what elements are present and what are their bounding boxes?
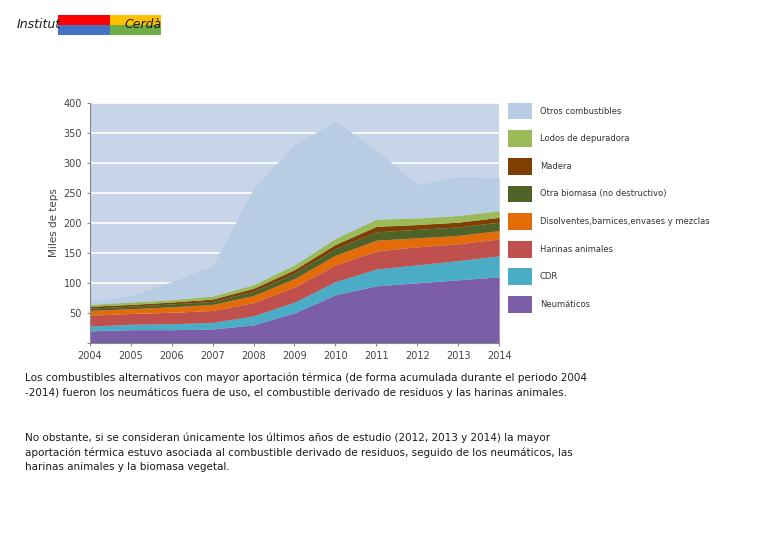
- Text: Disolventes,barnices,envases y mezclas: Disolventes,barnices,envases y mezclas: [540, 217, 709, 226]
- Text: Lodos de depuradora: Lodos de depuradora: [540, 134, 629, 143]
- Text: Tipos de combustibles alternativos utilizados: Tipos de combustibles alternativos utili…: [281, 16, 706, 34]
- Bar: [509, 268, 532, 285]
- Text: Cerdà: Cerdà: [124, 18, 161, 31]
- Bar: [509, 213, 532, 230]
- Bar: [509, 241, 532, 258]
- Bar: [509, 158, 532, 175]
- Bar: [109, 25, 161, 35]
- Text: Madera: Madera: [540, 162, 571, 171]
- Bar: [58, 15, 109, 25]
- Text: CDR: CDR: [540, 272, 558, 281]
- Text: Los combustibles alternativos con mayor aportación térmica (de forma acumulada d: Los combustibles alternativos con mayor …: [25, 373, 587, 397]
- Bar: [509, 103, 532, 119]
- Text: Neumáticos: Neumáticos: [540, 300, 590, 309]
- Text: Otros combustibles: Otros combustibles: [540, 106, 621, 116]
- Bar: [509, 186, 532, 202]
- Text: Figura 9. Evolución del consumo en España de combustibles alternativos durante e: Figura 9. Evolución del consumo en Españ…: [30, 53, 640, 79]
- Bar: [509, 296, 532, 313]
- Text: Harinas animales: Harinas animales: [540, 245, 612, 254]
- Text: Otra biomasa (no destructivo): Otra biomasa (no destructivo): [540, 190, 666, 198]
- Bar: [109, 15, 161, 25]
- Bar: [58, 25, 109, 35]
- Bar: [509, 130, 532, 147]
- Text: Institut: Institut: [16, 18, 61, 31]
- Text: No obstante, si se consideran únicamente los últimos años de estudio (2012, 2013: No obstante, si se consideran únicamente…: [25, 433, 573, 472]
- Text: Reciclado y valorización de residuos en la industria cementera España: Reciclado y valorización de residuos en …: [12, 519, 452, 530]
- Y-axis label: Miles de teps: Miles de teps: [49, 188, 59, 257]
